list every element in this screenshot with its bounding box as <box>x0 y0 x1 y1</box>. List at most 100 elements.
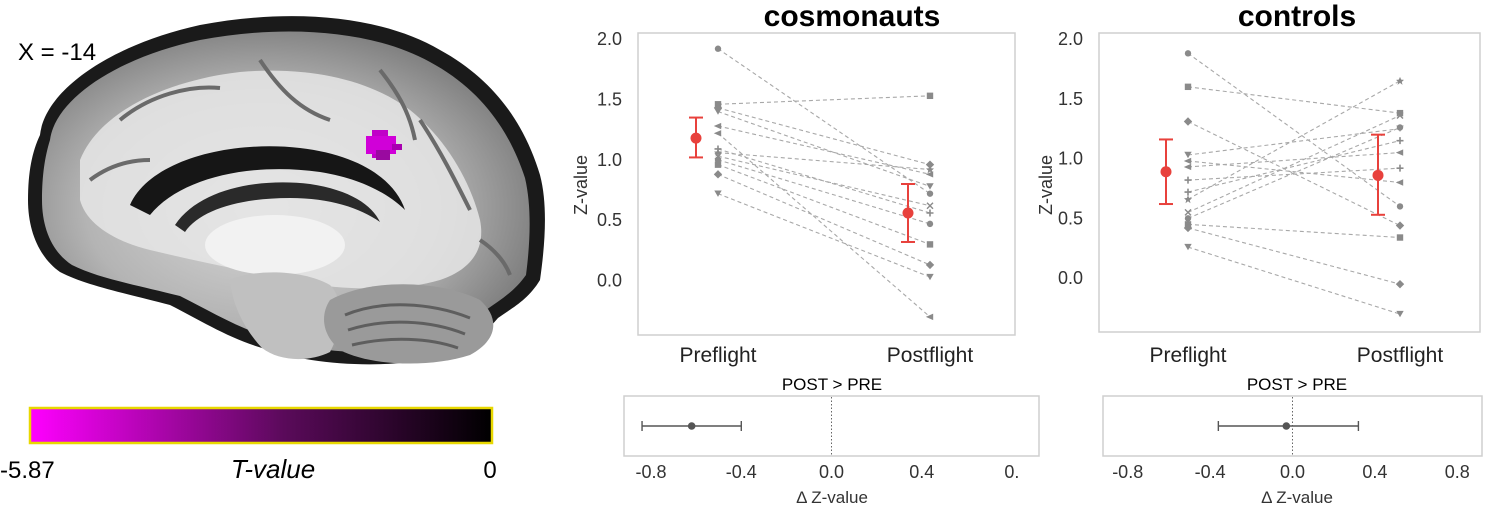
y-tick-labels: 2.0 1.5 1.0 0.5 0.0 <box>597 29 622 291</box>
delta-x-tick-label: -0.4 <box>726 462 757 482</box>
mean-point-pre <box>690 132 702 144</box>
subject-line <box>1187 227 1401 285</box>
subject-point-post <box>1396 234 1404 241</box>
delta-x-tick-labels: -0.8 -0.4 0.0 0.4 0. <box>636 462 1020 482</box>
x-tick-preflight: Preflight <box>1149 344 1226 367</box>
subject-line <box>1187 167 1401 181</box>
y-tick-label: 1.0 <box>1058 149 1083 169</box>
thalamus <box>205 215 345 275</box>
subject-point-pre <box>1184 243 1192 251</box>
subject-point-post <box>1396 109 1404 117</box>
panel-cosmonauts: cosmonauts Z-value 2.0 1.5 1.0 0.5 0.0 Prefl… <box>571 0 1040 507</box>
delta-point <box>687 422 696 430</box>
mean-point-post <box>1372 169 1384 181</box>
chart-title: controls <box>1238 0 1356 33</box>
delta-title: POST > PRE <box>782 375 882 394</box>
delta-x-tick-labels: -0.8 -0.4 0.0 0.4 0.8 <box>1112 462 1470 482</box>
colorbar <box>28 406 494 445</box>
subject-line <box>1187 115 1401 213</box>
y-tick-label: 1.5 <box>1058 89 1083 109</box>
subject-point-pre <box>714 156 722 164</box>
delta-x-tick-label: 0.4 <box>1362 462 1387 482</box>
subject-line <box>1187 52 1401 207</box>
cerebellum <box>324 284 494 364</box>
delta-x-tick-label: 0.0 <box>1280 462 1305 482</box>
corpus-callosum <box>130 146 405 215</box>
subject-line <box>717 132 931 318</box>
delta-x-axis-label: Δ Z-value <box>1261 488 1333 507</box>
subject-line <box>1187 128 1401 156</box>
subject-point-post <box>926 190 934 197</box>
chart-title: cosmonauts <box>764 0 941 33</box>
subject-point-pre <box>1183 157 1192 165</box>
subject-line <box>717 193 931 278</box>
subject-point-pre <box>1183 163 1192 171</box>
subject-point-post <box>926 92 934 100</box>
subject-point-pre <box>1184 151 1192 159</box>
delta-point <box>1282 422 1291 430</box>
colorbar-max-label: 0 <box>483 457 496 484</box>
subject-point-post <box>925 171 934 178</box>
subject-point-post <box>926 165 934 174</box>
subject-point-post <box>1395 221 1405 230</box>
subject-line <box>1187 140 1401 193</box>
delta-x-tick-label: 0.0 <box>819 462 844 482</box>
delta-x-tick-label: 0.4 <box>909 462 934 482</box>
subject-point-pre <box>1183 117 1193 126</box>
subject-point-pre <box>1184 208 1192 216</box>
subject-point-post <box>1396 76 1404 85</box>
brain-sulci <box>88 58 512 276</box>
slice-label: X = -14 <box>18 39 96 66</box>
subject-point-pre <box>1184 50 1192 57</box>
subject-line <box>717 159 931 225</box>
subject-line <box>1187 80 1401 200</box>
delta-x-tick-label: -0.4 <box>1195 462 1226 482</box>
x-tick-postflight: Postflight <box>1357 344 1444 367</box>
subject-point-pre <box>713 170 723 179</box>
delta-title: POST > PRE <box>1247 375 1347 394</box>
subject-point-post <box>926 209 934 217</box>
plot-frame <box>637 32 1016 336</box>
subject-point-pre <box>714 45 722 52</box>
y-tick-label: 0.5 <box>597 210 622 230</box>
plot-frame <box>1098 32 1481 333</box>
subject-line <box>717 155 931 207</box>
subject-line <box>1187 86 1401 114</box>
y-tick-labels: 2.0 1.5 1.0 0.5 0.0 <box>1058 29 1083 288</box>
subject-point-post <box>1395 179 1404 186</box>
corpus-callosum-inner <box>175 182 380 232</box>
delta-plot <box>1217 397 1360 455</box>
group-mean <box>689 116 915 243</box>
colorbar-min-label: -5.87 <box>0 457 55 484</box>
subject-point-post <box>1396 310 1404 318</box>
subject-point-pre <box>714 161 722 168</box>
delta-x-tick-label: 0.8 <box>1445 462 1470 482</box>
mean-point-post <box>902 207 914 219</box>
y-axis-label: Z-value <box>1036 155 1056 215</box>
delta-x-tick-label: -0.8 <box>1112 462 1143 482</box>
subject-point-post <box>1395 279 1405 289</box>
subject-line <box>1187 121 1401 227</box>
subject-line <box>717 48 931 195</box>
x-tick-preflight: Preflight <box>679 344 756 367</box>
subject-lines <box>713 45 935 321</box>
subject-point-post <box>1396 164 1404 172</box>
subject-line <box>1187 246 1401 315</box>
mean-point-pre <box>1160 166 1172 178</box>
subject-line <box>1187 126 1401 219</box>
subject-line <box>717 173 931 266</box>
subject-point-pre <box>714 108 722 115</box>
panel-controls: controls Z-value 2.0 1.5 1.0 0.5 0.0 Preflig… <box>1036 0 1483 507</box>
subject-point-pre <box>1184 215 1192 222</box>
y-tick-label: 0.0 <box>1058 268 1083 288</box>
y-tick-label: 0.0 <box>597 271 622 291</box>
y-tick-label: 1.0 <box>597 150 622 170</box>
subject-point-post <box>925 313 934 321</box>
subject-point-post <box>1396 124 1404 131</box>
subject-line <box>717 148 931 214</box>
subject-line <box>1187 160 1401 184</box>
subject-line <box>717 152 931 171</box>
subject-line <box>717 164 931 245</box>
subject-point-post <box>925 260 935 270</box>
